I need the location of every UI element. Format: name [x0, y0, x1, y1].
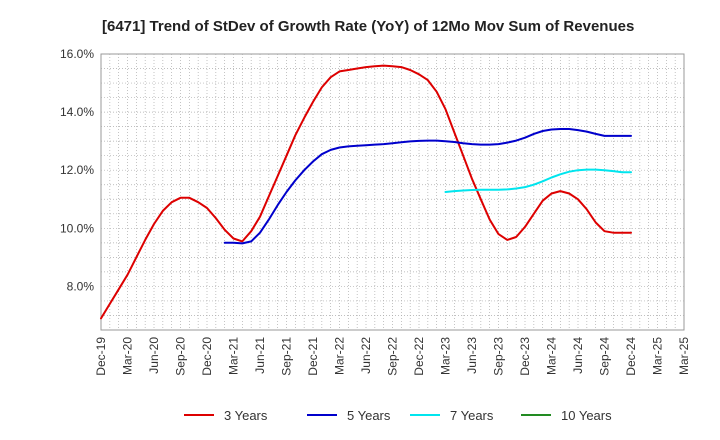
x-tick-label: Jun-20 — [147, 337, 161, 374]
x-tick-label: Mar-21 — [227, 337, 241, 375]
x-tick-label: Mar-20 — [121, 337, 135, 375]
legend-label: 3 Years — [224, 408, 268, 423]
x-axis: Dec-19 Mar-20 Jun-20 Sep-20 Dec-20 Mar-21 Jun-… — [94, 337, 691, 376]
x-tick-label: Sep-23 — [492, 337, 506, 376]
legend-label: 7 Years — [450, 408, 494, 423]
series-line — [444, 168, 632, 193]
x-tick-label: Mar-25 — [677, 337, 691, 375]
series-layer — [100, 64, 632, 320]
x-tick-label: Jun-24 — [571, 337, 585, 374]
x-tick-label: Mar-25 — [651, 337, 665, 375]
x-tick-label: Mar-24 — [545, 337, 559, 375]
x-tick-label: Dec-22 — [412, 337, 426, 376]
x-tick-label: Sep-21 — [280, 337, 294, 376]
series-line — [100, 64, 632, 320]
series-line — [223, 128, 632, 245]
y-tick-label: 10.0% — [60, 221, 94, 235]
legend-label: 5 Years — [347, 408, 391, 423]
y-axis: 8.0% 10.0% 12.0% 14.0% 16.0% — [60, 47, 94, 293]
chart-title: [6471] Trend of StDev of Growth Rate (Yo… — [102, 18, 634, 35]
x-tick-label: Dec-19 — [94, 337, 108, 376]
x-tick-label: Sep-22 — [386, 337, 400, 376]
x-tick-label: Sep-20 — [174, 337, 188, 376]
x-tick-label: Jun-21 — [253, 337, 267, 374]
x-tick-label: Dec-20 — [200, 337, 214, 376]
y-tick-label: 14.0% — [60, 105, 94, 119]
x-tick-label: Sep-24 — [598, 337, 612, 376]
x-tick-label: Dec-23 — [518, 337, 532, 376]
x-tick-label: Dec-21 — [306, 337, 320, 376]
x-tick-label: Dec-24 — [624, 337, 638, 376]
legend-label: 10 Years — [561, 408, 612, 423]
y-tick-label: 8.0% — [67, 279, 95, 293]
x-tick-label: Jun-22 — [359, 337, 373, 374]
x-tick-label: Mar-22 — [333, 337, 347, 375]
y-tick-label: 12.0% — [60, 163, 94, 177]
y-tick-label: 16.0% — [60, 47, 94, 61]
grid-horizontal — [101, 68, 684, 316]
x-tick-label: Jun-23 — [465, 337, 479, 374]
legend: 3 Years 5 Years 7 Years 10 Years — [184, 408, 612, 423]
x-tick-label: Mar-23 — [439, 337, 453, 375]
